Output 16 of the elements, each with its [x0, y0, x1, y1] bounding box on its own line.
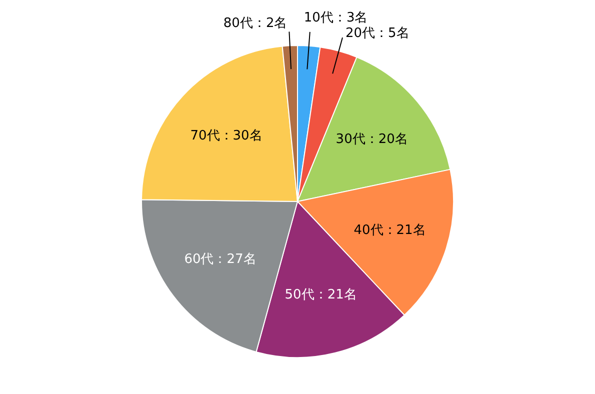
data-label: ：2名 [252, 16, 288, 32]
slice-label: 10代 [304, 10, 334, 26]
data-label: ：27名 [214, 252, 256, 268]
data-label: ：5名 [375, 26, 410, 41]
slice-label: 40代 [354, 222, 384, 238]
data-label: ：20名 [365, 132, 408, 148]
data-label: ：30名 [220, 128, 262, 144]
slice-label: 60代 [184, 252, 214, 268]
slice-label: 30代 [336, 132, 366, 148]
slice-label: 80代 [223, 16, 253, 32]
slice-label: 50代 [284, 288, 314, 303]
data-label: ：21名 [314, 288, 357, 303]
slice-label: 20代 [346, 26, 376, 41]
data-label: ：3名 [333, 10, 368, 26]
slice-label: 70代 [190, 128, 220, 144]
data-label: ：21名 [383, 222, 426, 238]
